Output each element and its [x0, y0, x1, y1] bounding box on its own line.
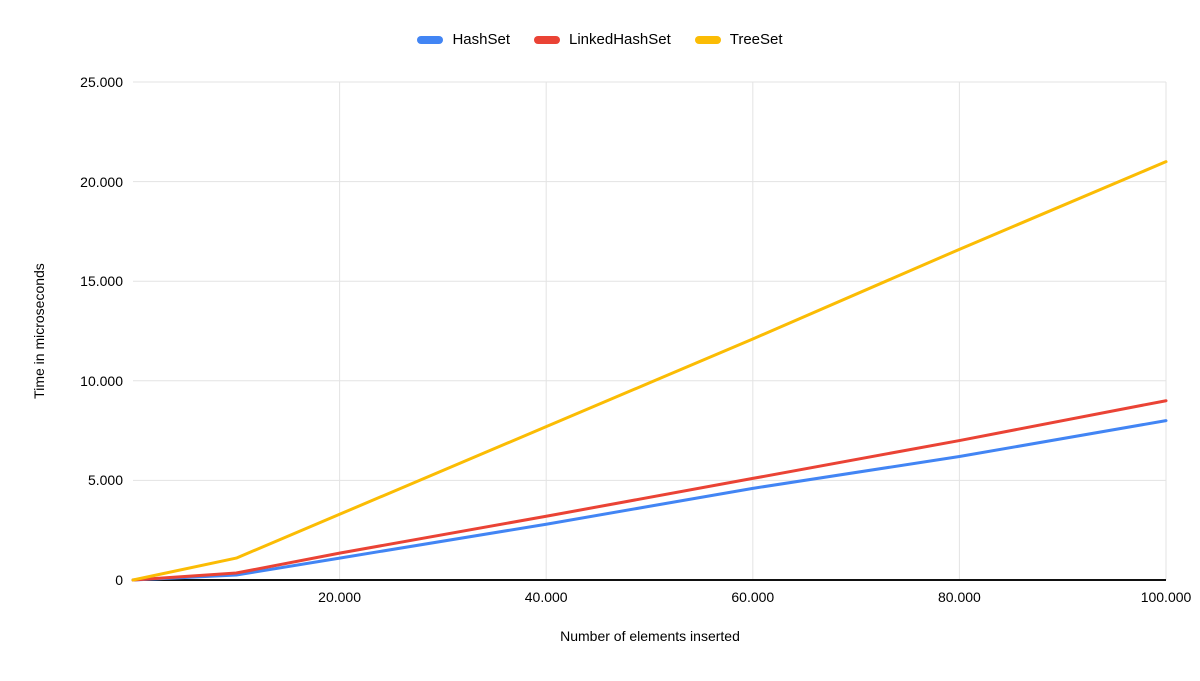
- legend-label-hashset: HashSet: [452, 31, 510, 48]
- x-tick-label: 100.000: [1140, 589, 1192, 605]
- series-line-treeset: [131, 160, 1168, 582]
- legend-label-linkedhashset: LinkedHashSet: [569, 31, 671, 48]
- y-tick-label: 15.000: [80, 273, 123, 290]
- x-tick-label: 60.000: [731, 589, 775, 605]
- legend-item-hashset: HashSet: [417, 32, 510, 47]
- x-tick-labels: 20.000 40.000 60.000 80.000 100.000: [0, 589, 1200, 609]
- treeset-series-swatch-icon: [694, 35, 721, 44]
- series-line-linkedhashset: [131, 399, 1168, 582]
- legend-label-treeset: TreeSet: [729, 31, 783, 48]
- legend-item-linkedhashset: LinkedHashSet: [534, 32, 671, 47]
- y-tick-label: 0: [115, 572, 123, 588]
- y-axis-title: Time in microseconds: [31, 263, 47, 399]
- y-tick-labels: 0 5.000 10.000 15.000 20.000 25.000: [0, 0, 123, 681]
- series-line-hashset: [131, 419, 1168, 582]
- linkedhashset-series-swatch-icon: [534, 35, 560, 44]
- y-tick-label: 25.000: [80, 74, 123, 90]
- y-tick-label: 10.000: [80, 372, 123, 389]
- x-tick-label: 40.000: [524, 589, 568, 605]
- x-tick-label: 80.000: [937, 589, 981, 605]
- hashset-series-swatch-icon: [417, 35, 444, 44]
- legend: HashSet LinkedHashSet TreeSet: [0, 32, 1200, 47]
- legend-item-treeset: TreeSet: [694, 31, 783, 48]
- y-tick-label: 20.000: [80, 173, 123, 190]
- y-tick-label: 5.000: [87, 472, 123, 489]
- x-tick-label: 20.000: [318, 589, 362, 605]
- x-axis-title: Number of elements inserted: [560, 628, 740, 644]
